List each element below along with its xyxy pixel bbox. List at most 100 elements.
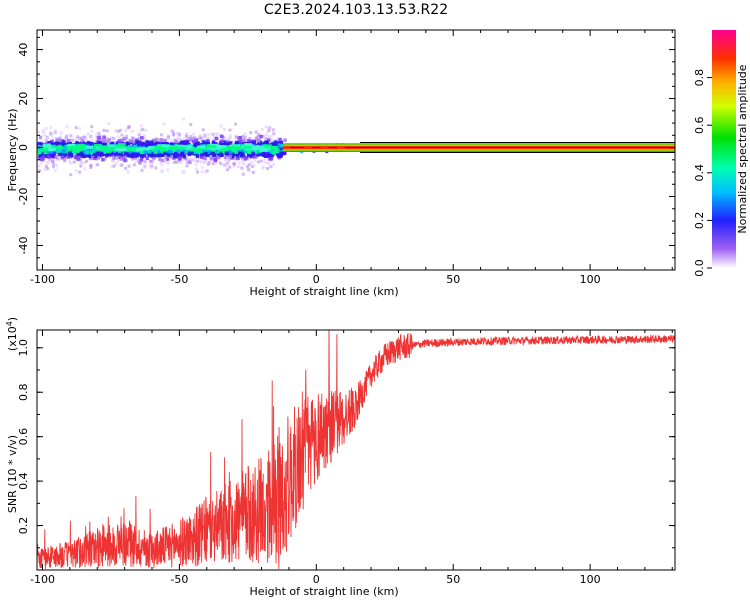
spectrogram-core-point [97, 136, 101, 140]
x-tick-label: 100 [580, 573, 601, 586]
spectrogram-halo-point [83, 167, 87, 171]
spectrogram-halo-point [149, 159, 153, 163]
spectrogram-halo-point [241, 159, 245, 163]
spectrogram-core-point [55, 141, 60, 146]
spectrogram-center-streak [225, 146, 234, 150]
spectrogram-center-streak [114, 144, 123, 148]
y-tick-label: 0.2 [17, 517, 30, 535]
spectrogram-core-point [182, 140, 186, 145]
spectrogram-halo-point [71, 138, 75, 142]
spectrogram-core-point [220, 139, 225, 144]
spectrogram-halo-point [169, 129, 173, 133]
steady-carrier-line [283, 144, 675, 146]
spectrogram-core-point [174, 139, 178, 144]
spectrogram-core-point [86, 140, 91, 145]
spectrogram-halo-point [86, 132, 90, 136]
spectrogram-core-point [276, 141, 280, 145]
spectrogram-halo-point [69, 161, 73, 165]
spectrogram-halo-point [59, 131, 63, 135]
spectrogram-core-point [72, 149, 76, 154]
spectrogram-center-streak [43, 145, 52, 149]
spectrogram-core-point [182, 154, 186, 159]
spectrogram-core-point [150, 149, 154, 154]
spectrogram-core-point [185, 140, 190, 144]
x-tick-label: 50 [446, 573, 460, 586]
spectrogram-halo-point [39, 161, 43, 165]
spectrogram-halo-point [83, 161, 87, 165]
spectrogram-halo-point [140, 168, 144, 172]
spectrogram-core-point [252, 140, 257, 145]
spectrogram-halo-point [200, 170, 204, 174]
spectrogram-core-point [87, 151, 91, 155]
spectrogram-core-point [245, 150, 250, 154]
spectrogram-center-streak [42, 143, 51, 147]
spectrogram-center-streak [192, 147, 201, 151]
spectrogram-core-point [176, 153, 180, 158]
spectrogram-halo-point [234, 135, 238, 139]
spectrogram-halo-point [90, 125, 94, 129]
spectrogram-core-point [75, 141, 79, 145]
spectrogram-center-streak [270, 146, 279, 150]
spectrogram-core-point [57, 147, 61, 152]
spectrogram-halo-point [53, 168, 57, 172]
spectrogram-core-point [215, 149, 220, 153]
y-tick-label: -20 [17, 188, 30, 206]
spectrogram-core-point [264, 140, 268, 144]
spectrogram-halo-point [194, 155, 198, 159]
spectrogram-core-point [99, 152, 103, 157]
spectrogram-halo-point [45, 135, 49, 139]
spectrogram-core-point [87, 143, 92, 148]
spectrogram-core-point [50, 139, 54, 144]
x-tick-label: -100 [30, 273, 55, 286]
spectrogram-halo-point [59, 135, 63, 139]
spectrogram-core-point [54, 155, 58, 159]
spectrogram-halo-point [54, 152, 58, 156]
spectrogram-halo-point [225, 168, 229, 172]
spectrogram-halo-point [182, 117, 186, 121]
spectrogram-halo-point [248, 137, 252, 141]
spectrogram-halo-point [206, 162, 210, 166]
spectrogram-core-point [179, 140, 184, 145]
spectrogram-core-point [39, 156, 44, 161]
spectrogram-halo-point [243, 132, 247, 136]
spectrogram-halo-point [110, 136, 114, 140]
spectrogram-halo-point [125, 134, 129, 138]
spectrogram-center-streak [93, 143, 102, 147]
spectrogram-core-point [204, 140, 208, 145]
spectrogram-halo-point [264, 125, 268, 129]
transition-peak-oval [336, 145, 345, 150]
spectrogram-core-point [225, 139, 229, 144]
spectrogram-core-point [276, 153, 280, 157]
spectrogram-halo-point [103, 157, 107, 161]
spectrogram-halo-point [74, 138, 78, 142]
spectrogram-core-point [239, 140, 243, 144]
spectrogram-core-point [184, 150, 188, 155]
spectrogram-halo-point [179, 161, 183, 165]
spectrogram-core-point [117, 152, 121, 156]
spectrogram-halo-point [199, 139, 203, 143]
spectrogram-halo-point [254, 136, 258, 140]
spectrogram-halo-point [207, 132, 211, 136]
spectrogram-center-streak [245, 147, 254, 151]
y-tick-label: -40 [17, 237, 30, 255]
spectrogram-core-point [153, 150, 158, 155]
spectrogram-transition-point [279, 143, 283, 147]
spectrogram-core-point [83, 151, 87, 155]
spectrogram-core-point [123, 155, 127, 160]
spectrogram-core-point [180, 152, 185, 156]
spectrogram-halo-point [114, 162, 118, 166]
spectrogram-core-point [190, 149, 194, 153]
spectrogram-halo-point [185, 158, 189, 162]
spectrogram-halo-point [79, 164, 83, 168]
spectrogram-halo-point [227, 138, 231, 142]
spectrogram-core-point [113, 152, 118, 157]
spectrogram-core-point [132, 142, 136, 147]
spectrogram-core-point [49, 150, 54, 155]
spectrogram-core-point [251, 154, 256, 159]
y-tick-label: 0.6 [17, 428, 30, 446]
spectrogram-core-point [106, 150, 110, 154]
spectrogram-halo-point [52, 162, 56, 166]
spectrogram-core-point [203, 156, 207, 161]
spectrogram-core-point [103, 150, 108, 155]
spectrogram-halo-point [120, 163, 124, 167]
